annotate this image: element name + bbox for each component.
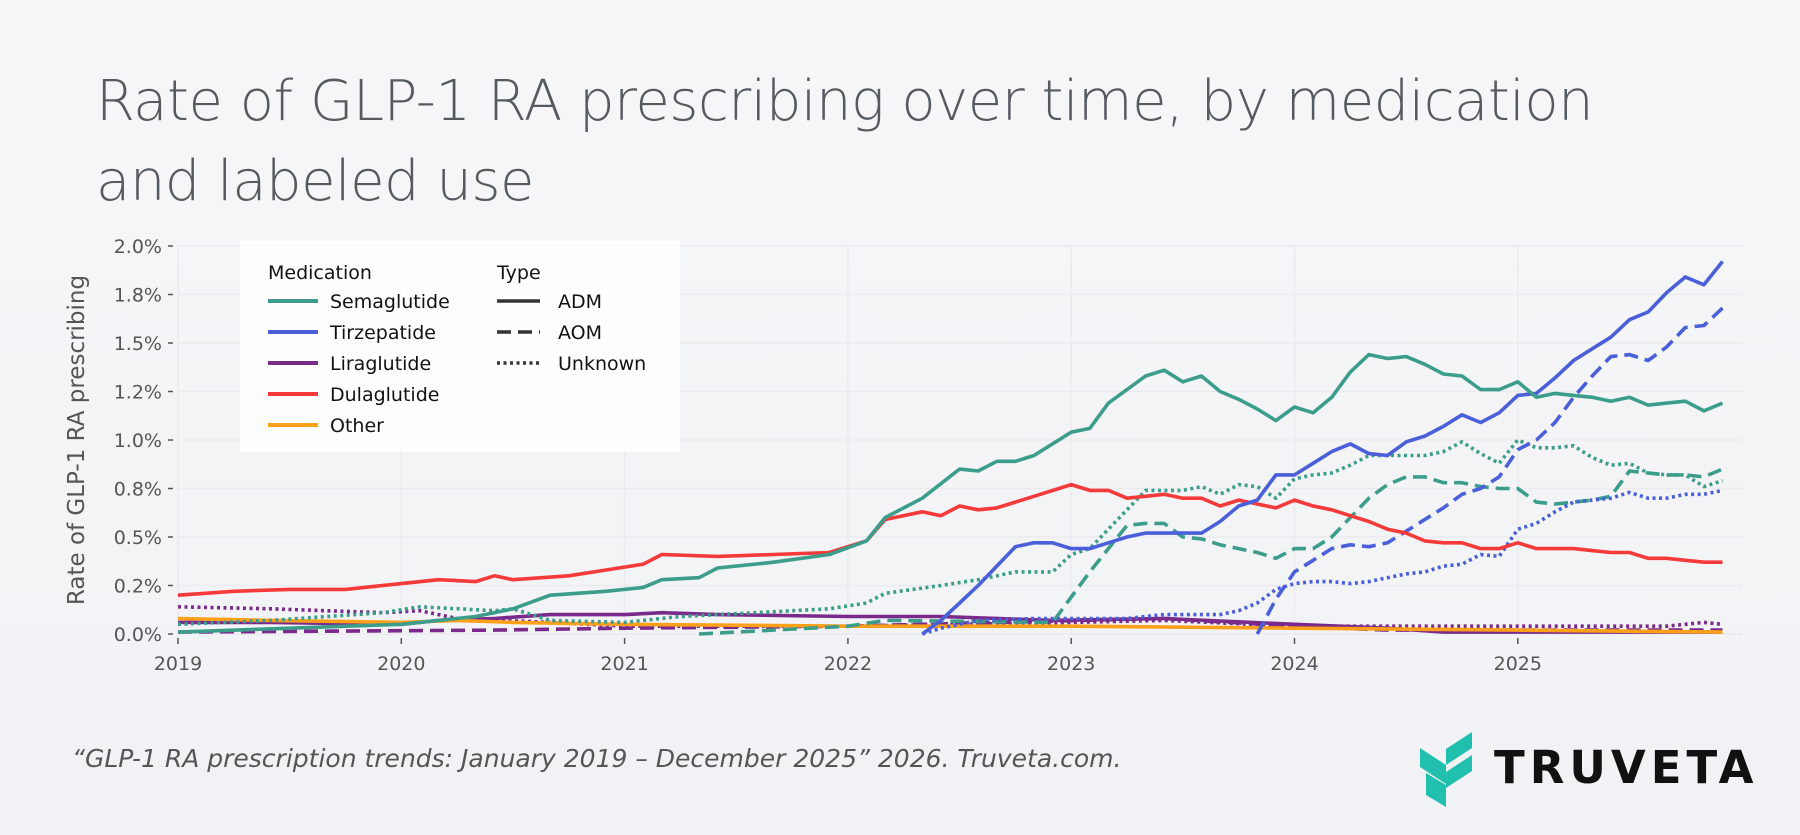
- x-tick-label: 2022: [824, 653, 872, 675]
- series-semaglutide-unknown: [177, 438, 1724, 627]
- y-tick-label: 1.0%: [114, 430, 162, 452]
- x-tick-label: 2023: [1047, 653, 1095, 675]
- series-liraglutide-aom: [177, 616, 1723, 634]
- series-semaglutide-adm: [177, 352, 1724, 634]
- series-tirzepatide-aom: [1255, 306, 1724, 635]
- x-tick-label: 2020: [377, 653, 425, 675]
- legend-item-semaglutide: Semaglutide: [330, 291, 450, 313]
- y-tick-label: 0.5%: [114, 527, 162, 549]
- legend-item-adm: ADM: [558, 291, 602, 313]
- x-tick-label: 2025: [1494, 653, 1542, 675]
- y-tick-label: 0.8%: [114, 479, 162, 501]
- logo-text: TRUVETA: [1494, 741, 1759, 794]
- x-tick-label: 2024: [1270, 653, 1318, 675]
- y-axis-label: Rate of GLP-1 RA prescribing: [64, 275, 90, 605]
- x-tick-label: 2019: [154, 653, 202, 675]
- y-axis: 0.0% 0.2% 0.5% 0.8% 1.0% 1.2% 1.5% 1.8% 2.0%: [114, 236, 173, 646]
- legend-type-title: Type: [496, 262, 541, 284]
- legend-item-dulaglutide: Dulaglutide: [330, 384, 439, 406]
- series-other-adm: [177, 616, 1723, 634]
- x-tick-label: 2021: [600, 653, 648, 675]
- y-tick-label: 0.0%: [114, 624, 162, 646]
- legend-item-tirzepatide: Tirzepatide: [329, 322, 436, 344]
- series-tirzepatide-unknown: [921, 488, 1723, 636]
- legend-item-liraglutide: Liraglutide: [330, 353, 431, 375]
- legend-background: [240, 240, 680, 452]
- x-axis: 2019 2020 2021 2022 2023 2024 2025: [154, 638, 1542, 675]
- y-tick-label: 1.5%: [114, 333, 162, 355]
- y-tick-label: 1.2%: [114, 382, 162, 404]
- series-semaglutide-aom: [698, 467, 1724, 636]
- y-tick-label: 0.2%: [114, 576, 162, 598]
- series-tirzepatide-adm: [921, 260, 1724, 636]
- page-title: Rate of GLP-1 RA prescribing over time, …: [96, 69, 1594, 214]
- series-lines: [177, 260, 1724, 636]
- legend-item-unknown: Unknown: [558, 353, 646, 375]
- legend-item-aom: AOM: [558, 322, 602, 344]
- legend: Medication Semaglutide Tirzepatide Liraglut…: [240, 240, 680, 452]
- y-tick-label: 2.0%: [114, 236, 162, 258]
- truveta-chevron-logo-icon: [1420, 732, 1472, 807]
- citation: “GLP-1 RA prescription trends: January 2…: [72, 744, 1122, 773]
- series-dulaglutide-adm: [177, 482, 1723, 597]
- y-tick-label: 1.8%: [114, 285, 162, 307]
- truveta-logo: TRUVETA: [1418, 715, 1758, 810]
- legend-medication-title: Medication: [268, 262, 372, 284]
- legend-item-other: Other: [330, 415, 384, 437]
